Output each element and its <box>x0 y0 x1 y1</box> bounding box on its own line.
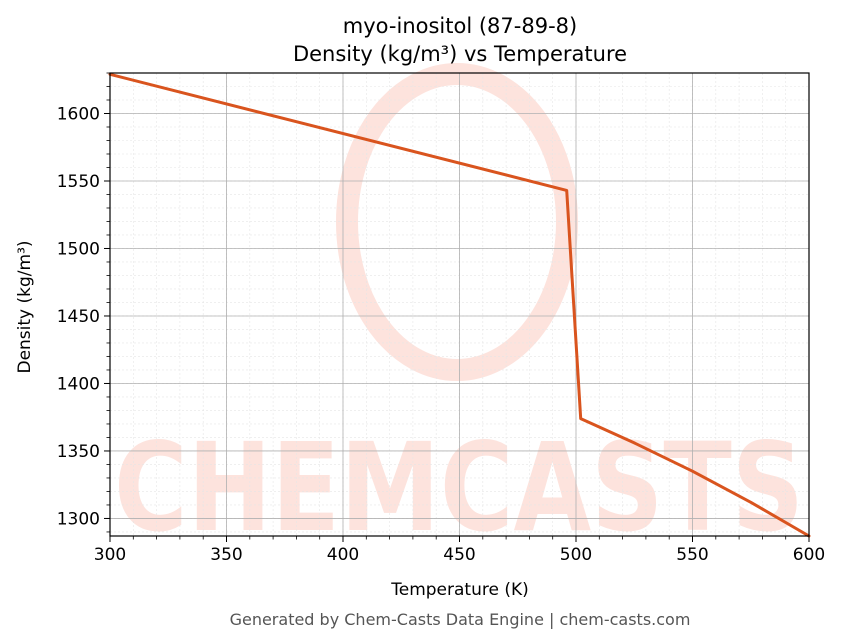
footer-credit: Generated by Chem-Casts Data Engine | ch… <box>230 610 691 629</box>
axis-ticks: 300 350 400 450 500 550 600 1300 1350 1400 1450 150… <box>57 72 825 565</box>
major-grid <box>109 73 810 536</box>
x-tick-label: 550 <box>676 545 708 565</box>
watermark-ring <box>336 63 578 381</box>
x-tick-label: 350 <box>210 545 242 565</box>
y-tick-label: 1300 <box>57 509 100 529</box>
chart-title-line1: myo-inositol (87-89-8) <box>343 14 577 38</box>
x-tick-label: 300 <box>94 545 126 565</box>
watermark-text: CHEMCASTS <box>114 417 804 559</box>
x-tick-label: 450 <box>443 545 475 565</box>
y-tick-label: 1550 <box>57 172 100 192</box>
series-layer <box>108 72 811 538</box>
x-tick-label: 500 <box>560 545 592 565</box>
y-axis-label: Density (kg/m³) <box>15 240 35 373</box>
chart-title-line2: Density (kg/m³) vs Temperature <box>293 42 627 66</box>
y-tick-label: 1500 <box>57 239 100 259</box>
y-tick-label: 1450 <box>57 307 100 327</box>
density-series-line <box>108 72 811 538</box>
chemcasts-watermark: CHEMCASTS <box>114 63 804 559</box>
y-tick-label: 1600 <box>57 104 100 124</box>
y-tick-label: 1400 <box>57 374 100 394</box>
x-tick-label: 600 <box>793 545 825 565</box>
x-tick-label: 400 <box>327 545 359 565</box>
y-tick-label: 1350 <box>57 442 100 462</box>
x-axis-label: Temperature (K) <box>390 580 529 600</box>
